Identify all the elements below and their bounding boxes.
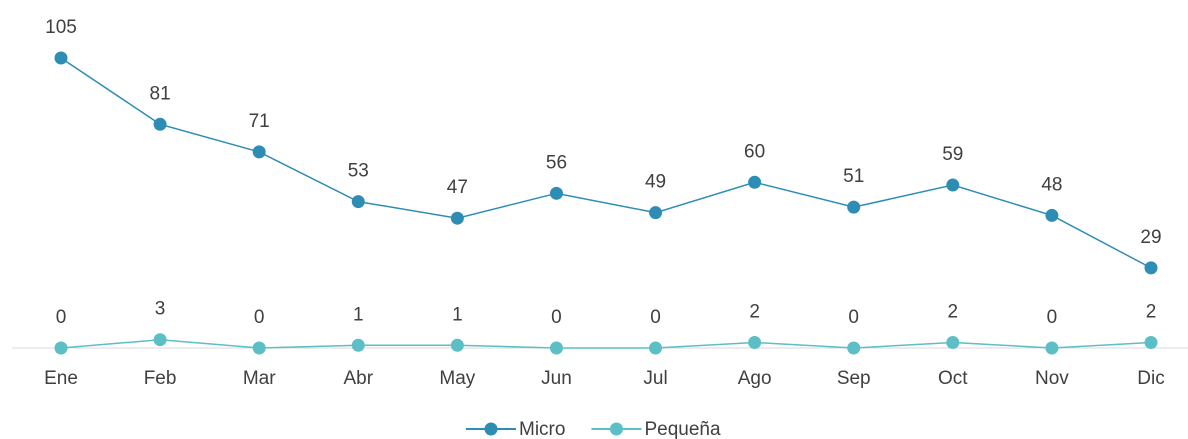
data-label: 47 [447,177,468,198]
point [649,341,663,355]
point [351,195,365,209]
data-label: 105 [45,17,77,38]
data-label: 3 [155,299,166,320]
point [153,333,167,347]
data-label: 0 [848,307,859,328]
point [748,335,762,349]
x-tick-label: Abr [343,368,373,389]
legend-marker [609,422,623,436]
point [252,341,266,355]
x-tick-label: Ene [44,368,78,389]
x-tick-label: May [439,368,475,389]
x-tick-label: Jul [643,368,667,389]
legend-marker [484,422,498,436]
x-tick-label: Ago [738,368,772,389]
x-tick-label: Sep [837,368,871,389]
data-label: 2 [749,301,760,322]
legend-label: Pequeña [644,419,721,439]
data-label: 0 [551,307,562,328]
x-tick-label: Oct [938,368,968,389]
point [946,178,960,192]
point [1144,261,1158,275]
point [847,200,861,214]
data-label: 59 [942,144,963,165]
data-label: 0 [56,307,67,328]
data-label: 48 [1041,174,1062,195]
data-label: 29 [1140,227,1161,248]
point [1144,335,1158,349]
data-label: 0 [650,307,661,328]
data-label: 2 [948,301,959,322]
data-label: 53 [348,161,369,182]
data-label: 0 [254,307,265,328]
point [1045,208,1059,222]
data-label: 81 [150,83,171,104]
data-label: 49 [645,172,666,193]
point [549,341,563,355]
point [351,338,365,352]
data-label: 60 [744,141,765,162]
point [54,341,68,355]
data-label: 71 [249,111,270,132]
x-tick-label: Jun [541,368,572,389]
point [1045,341,1059,355]
data-label: 2 [1146,301,1157,322]
data-label: 51 [843,166,864,187]
point [450,338,464,352]
data-label: 1 [452,304,463,325]
point [549,186,563,200]
point [252,145,266,159]
x-tick-label: Dic [1137,368,1164,389]
legend-label: Micro [519,419,565,439]
point [946,335,960,349]
point [450,211,464,225]
point [649,206,663,220]
data-label: 56 [546,152,567,173]
x-tick-label: Mar [243,368,276,389]
data-label: 0 [1047,307,1058,328]
point [54,51,68,65]
point [748,175,762,189]
series-line [60,57,1152,269]
x-tick-label: Nov [1035,368,1069,389]
data-label: 1 [353,304,364,325]
series-line [60,338,1152,349]
point [153,117,167,131]
point [847,341,861,355]
x-tick-label: Feb [144,368,177,389]
